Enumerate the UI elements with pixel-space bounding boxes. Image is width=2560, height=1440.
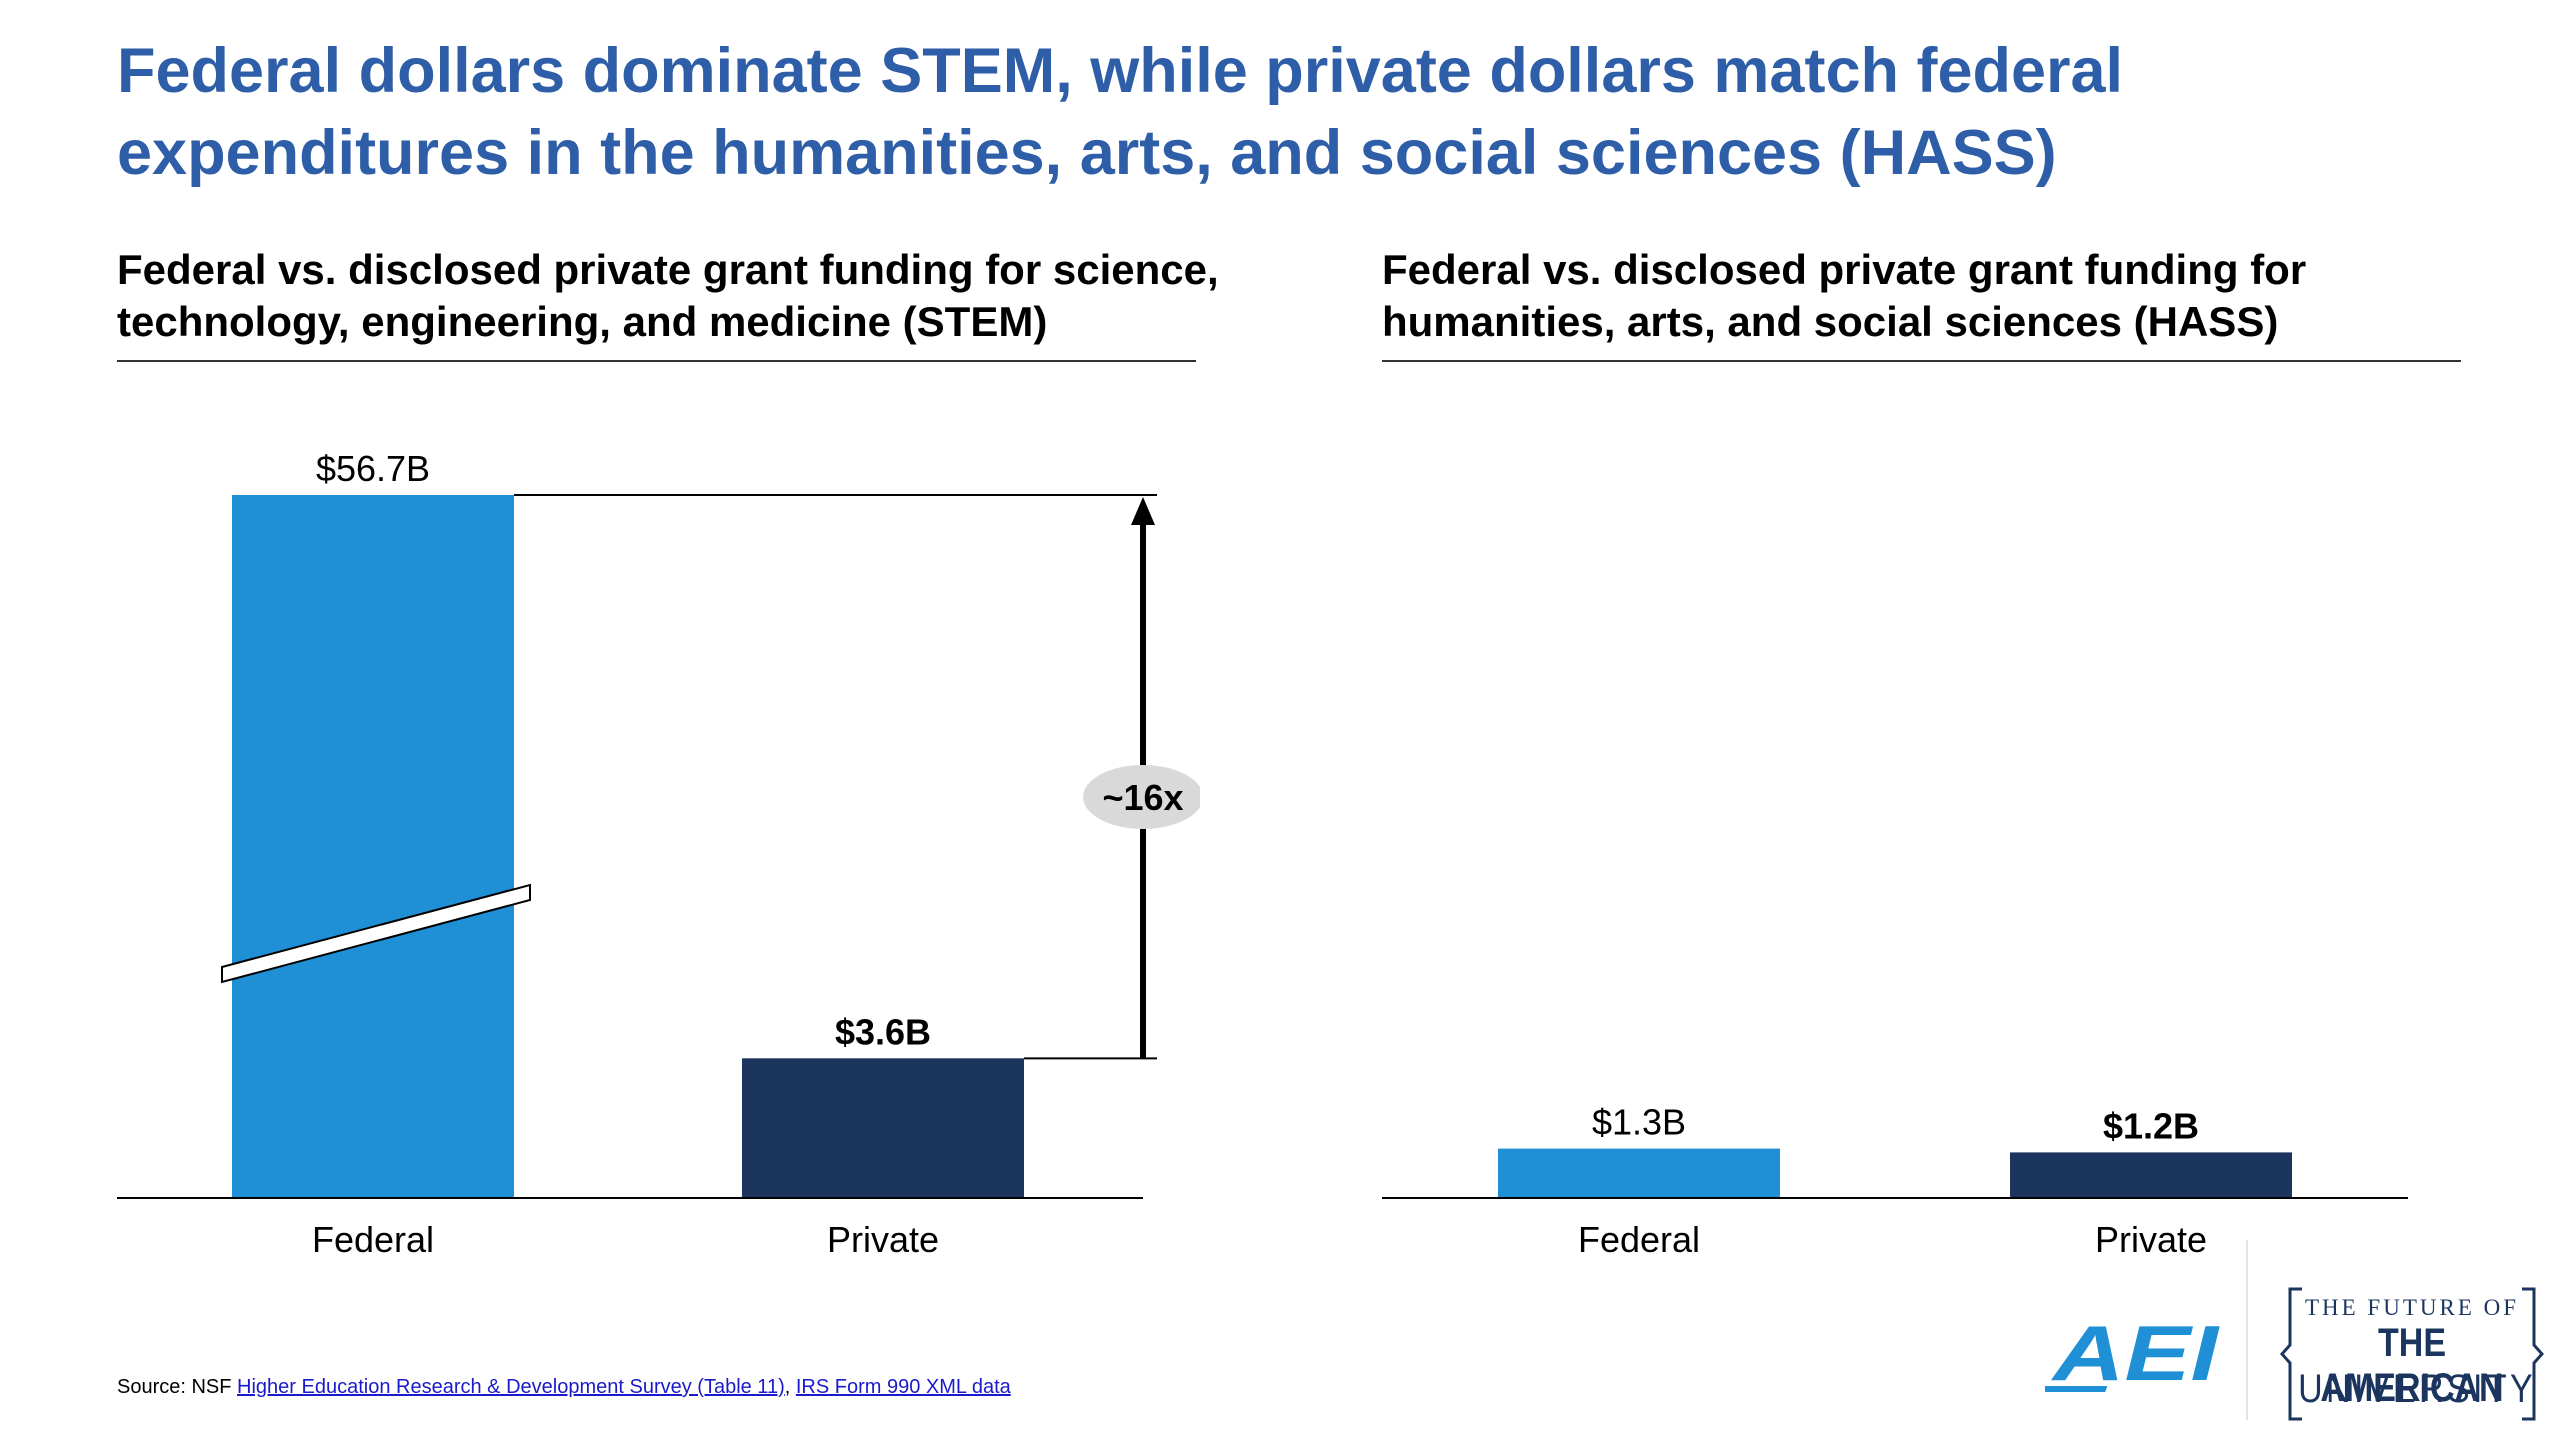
stem-title-rule — [117, 360, 1196, 362]
data-label-private: $1.2B — [2103, 1105, 2199, 1146]
aei-logo-text: AEI — [2050, 1310, 2219, 1397]
source-link-irs990[interactable]: IRS Form 990 XML data — [795, 1376, 1011, 1398]
hass-chart-title: Federal vs. disclosed private grant fund… — [1382, 246, 2307, 345]
logo-divider — [2246, 1240, 2248, 1420]
category-label-federal: Federal — [312, 1219, 434, 1260]
tfau-line-2: THE AMERICAN — [2320, 1321, 2504, 1410]
source-note: Source: NSF Higher Education Research & … — [117, 1375, 1011, 1399]
hass-title-rule — [1382, 360, 2461, 362]
hass-chart: $1.3B Federal $1.2B Private — [1382, 1102, 2408, 1260]
data-label-private: $3.6B — [835, 1011, 931, 1052]
axis-break-icon — [221, 883, 531, 984]
bar-federal — [1498, 1148, 1780, 1198]
bar-private — [742, 1058, 1024, 1198]
source-link-herd[interactable]: Higher Education Research & Development … — [237, 1376, 785, 1398]
right-brace-icon — [2522, 1287, 2545, 1421]
source-separator: , — [784, 1376, 796, 1398]
tfau-line-3: UNIVERSITY — [2298, 1367, 2537, 1411]
arrow-up-icon — [1131, 497, 1155, 525]
bar-federal — [232, 495, 514, 1198]
ratio-badge — [1083, 765, 1200, 829]
tfau-line-1: THE FUTURE OF — [2304, 1295, 2520, 1320]
bar-private — [2010, 1152, 2292, 1198]
stem-chart: $56.7B Federal $3.6B Private ~16x — [117, 448, 1200, 1260]
source-prefix: Source: NSF — [117, 1376, 238, 1398]
category-label-private: Private — [827, 1219, 939, 1260]
ratio-badge-label: ~16x — [1102, 777, 1183, 818]
category-label-private: Private — [2095, 1219, 2207, 1260]
aei-logo: AEI — [2045, 1310, 2220, 1397]
category-label-federal: Federal — [1578, 1219, 1700, 1260]
data-label-federal: $1.3B — [1592, 1102, 1686, 1143]
page-title: Federal dollars dominate STEM, while pri… — [117, 36, 2124, 188]
future-american-university-logo: THE FUTURE OF THE AMERICAN UNIVERSITY — [2278, 1285, 2546, 1423]
left-brace-icon — [2279, 1287, 2302, 1421]
stem-chart-title: Federal vs. disclosed private grant fund… — [117, 246, 1219, 345]
data-label-federal: $56.7B — [316, 448, 430, 489]
